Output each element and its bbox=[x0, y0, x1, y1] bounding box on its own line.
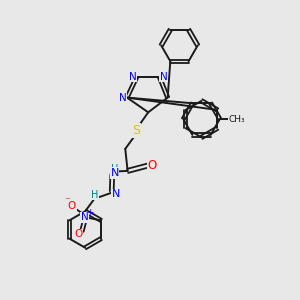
Text: ⁻: ⁻ bbox=[64, 196, 70, 206]
Text: N: N bbox=[112, 189, 120, 199]
Text: N: N bbox=[160, 72, 167, 82]
Text: CH₃: CH₃ bbox=[229, 115, 245, 124]
Text: N: N bbox=[129, 72, 136, 82]
Text: N: N bbox=[110, 168, 119, 178]
Text: O: O bbox=[74, 229, 82, 239]
Text: O: O bbox=[68, 201, 76, 211]
Text: +: + bbox=[86, 208, 94, 217]
Text: S: S bbox=[133, 124, 140, 137]
Text: N: N bbox=[119, 93, 127, 103]
Text: H: H bbox=[91, 190, 99, 200]
Text: H: H bbox=[111, 164, 118, 173]
Text: O: O bbox=[147, 158, 156, 172]
Text: N: N bbox=[81, 212, 89, 222]
